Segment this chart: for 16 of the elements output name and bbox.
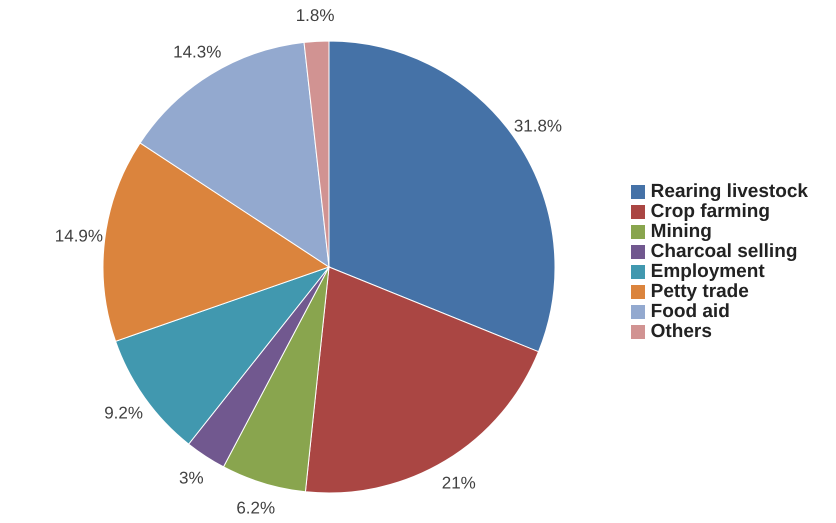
data-label: 14.9%: [54, 226, 104, 246]
data-label: 21%: [442, 474, 476, 493]
legend-label: Crop farming: [650, 200, 770, 222]
legend-label: Food aid: [650, 300, 730, 322]
legend-label: Employment: [650, 260, 765, 282]
data-label: 14.3%: [173, 42, 222, 62]
data-label: 6.2%: [236, 498, 276, 518]
legend-label: Charcoal selling: [650, 240, 798, 262]
legend-label: Others: [650, 320, 712, 342]
data-label: 3%: [179, 468, 204, 488]
data-label: 9.2%: [104, 403, 143, 422]
legend-label: Petty trade: [650, 280, 749, 302]
data-label: 1.8%: [296, 6, 334, 25]
legend-label: Rearing livestock: [650, 180, 808, 202]
data-label: 31.8%: [514, 116, 562, 136]
legend-label: Mining: [650, 220, 712, 242]
